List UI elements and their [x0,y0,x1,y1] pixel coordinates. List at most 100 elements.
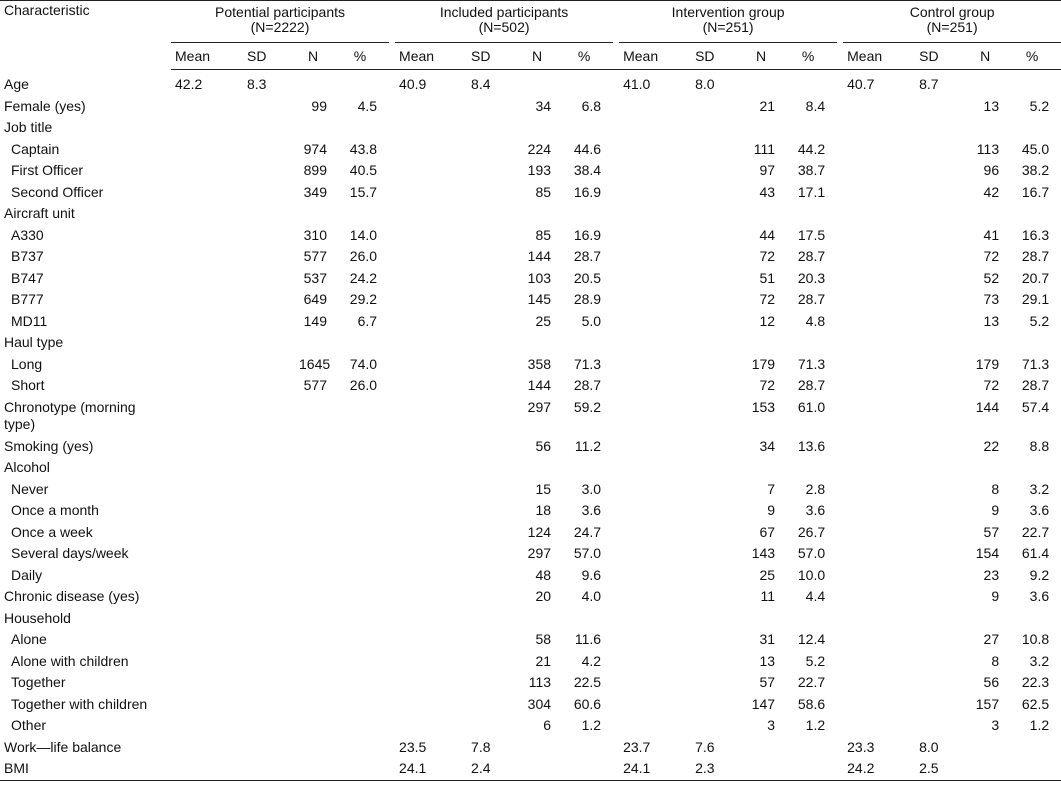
cell [295,758,331,780]
table-row: Job title [0,117,1061,139]
cell [467,500,519,522]
cell: 28.9 [573,291,602,307]
cell [843,436,915,458]
cell [619,96,691,118]
cell: 73 [983,291,1000,307]
cell [915,311,967,333]
cell: 57.4 [1021,398,1050,415]
cell: 8.8 [1029,437,1050,454]
cell: 85 [535,226,552,243]
cell: 8.4 [805,97,826,114]
cell: 111 [753,140,776,157]
cell [691,522,743,544]
cell [1003,203,1061,225]
cell [1003,457,1061,479]
cell [915,96,967,118]
cell [295,608,331,630]
cell [171,332,243,354]
cell [467,311,519,333]
cell [171,586,243,608]
column-header: % [555,42,614,70]
cell [915,522,967,544]
cell [915,117,967,139]
cell: 5.0 [581,312,602,329]
column-header: N [967,42,1004,70]
cell [619,629,691,651]
cell [779,117,837,139]
cell: 154 [975,545,1000,561]
cell: 25 [535,312,552,329]
cell [843,203,915,225]
cell: 153 [751,398,776,415]
cell [519,203,555,225]
cell [555,457,613,479]
cell [243,672,295,694]
table-row: BMI 24.1 2.4 24.1 2.3 24.2 2.5 [0,758,1061,780]
row-label: Household [4,609,71,626]
cell [243,246,295,268]
cell: 179 [975,355,1000,372]
cell [243,160,295,182]
cell: 974 [303,140,327,157]
cell: 27 [983,631,1000,647]
cell: 7.8 [471,738,491,755]
cell [295,436,331,458]
cell [243,375,295,397]
cell: 26.7 [797,523,826,540]
cell: 147 [751,695,776,712]
row-label: Aircraft unit [4,205,75,221]
cell [295,522,331,544]
column-header: Mean [843,42,916,70]
column-header: SD [691,42,744,70]
cell [619,543,691,565]
cell: 85 [535,183,552,200]
cell: 28.7 [573,377,602,393]
row-label: Captain [11,140,60,157]
cell [171,436,243,458]
cell: 8.4 [471,76,491,92]
cell [691,332,743,354]
cell: 24.1 [399,760,427,776]
cell: 21 [759,97,776,114]
cell [171,354,243,376]
row-label: Chronotype (morning type) [4,398,136,433]
cell [555,737,613,759]
group-header: Included participants (N=502) [395,0,614,43]
cell [295,586,331,608]
cell: 24.1 [623,760,651,776]
table-row: Alone with children 21 4.2 13 5.2 8 3.2 [0,651,1061,673]
group-size: (N=2222) [250,19,310,35]
table-row: First Officer 899 40.5 193 38.4 97 38.7 96 38.2 [0,160,1061,182]
cell [395,203,467,225]
cell: 149 [303,312,327,329]
cell [467,289,519,311]
cell [395,117,467,139]
cell [295,397,331,436]
cell: 29.1 [1021,291,1050,307]
cell [171,160,243,182]
cell: 16.9 [573,183,602,200]
cell [467,182,519,204]
cell [691,479,743,501]
cell [467,246,519,268]
cell [843,543,915,565]
cell [395,268,467,290]
cell [619,479,691,501]
cell [331,479,389,501]
cell: 26.0 [349,248,378,264]
cell: 67 [759,523,776,540]
cell [331,715,389,737]
table-row: Alone 58 11.6 31 12.4 27 10.8 [0,629,1061,651]
group-header-row: Characteristic Potential participants (N=2… [0,0,1061,43]
cell [331,758,389,780]
cell [915,139,967,161]
cell [171,182,243,204]
cell [519,758,555,780]
row-label: Chronic disease (yes) [4,588,140,604]
cell: 43.8 [349,140,378,157]
cell [243,332,295,354]
cell: 3.6 [1029,588,1050,604]
table-row: Together 113 22.5 57 22.7 56 22.3 [0,672,1061,694]
cell [243,522,295,544]
